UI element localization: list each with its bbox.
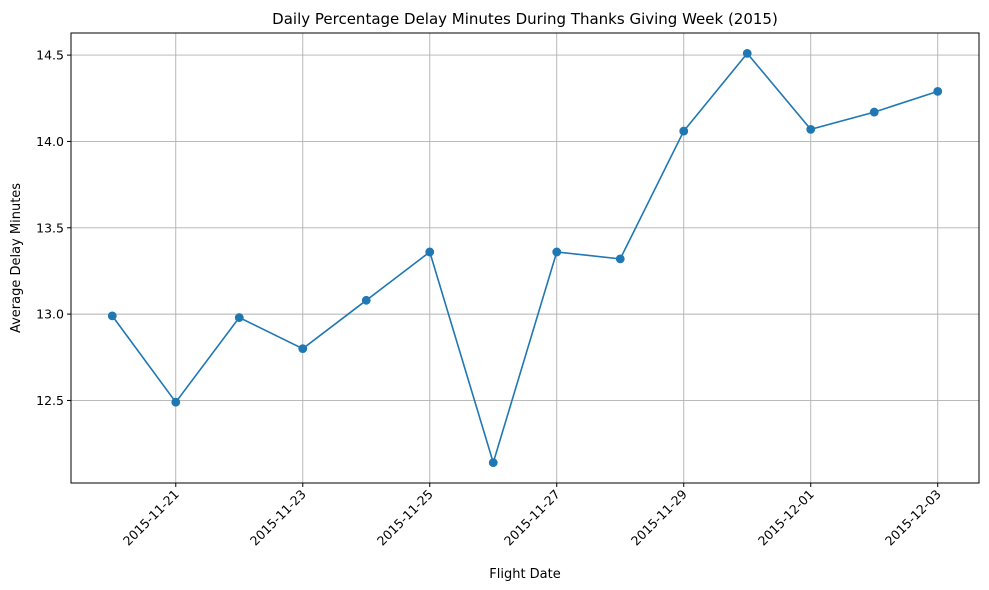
data-point (488, 458, 498, 468)
data-point (933, 86, 943, 96)
y-tick-label: 14.0 (36, 134, 64, 149)
data-point (298, 344, 308, 354)
data-point (171, 397, 181, 407)
y-tick-label: 13.0 (36, 307, 64, 322)
data-point (742, 48, 752, 58)
chart-title: Daily Percentage Delay Minutes During Th… (272, 10, 778, 28)
y-tick-label: 12.5 (36, 393, 64, 408)
x-tick-label: 2015-11-27 (501, 487, 563, 549)
x-tick-label: 2015-11-23 (247, 487, 309, 549)
data-point (552, 247, 562, 257)
y-tick-label: 14.5 (36, 48, 64, 63)
x-tick-label: 2015-12-01 (755, 487, 817, 549)
data-point (425, 247, 435, 257)
x-tick-label: 2015-11-21 (120, 487, 182, 549)
data-point (361, 295, 371, 305)
plot-frame (70, 32, 980, 484)
y-tick-label: 13.5 (36, 220, 64, 235)
data-point (869, 107, 879, 117)
x-tick-label: 2015-11-25 (374, 487, 436, 549)
y-axis-label: Average Delay Minutes (9, 183, 24, 333)
data-point (806, 124, 816, 134)
x-tick-label: 2015-11-29 (628, 486, 690, 548)
data-point (234, 313, 244, 322)
data-point (107, 311, 117, 321)
grid-lines (71, 33, 979, 483)
axis-ticks: 12.5 13.0 13.5 14.0 14.5 2015-11-21 2015-11-23… (36, 48, 944, 549)
x-tick-label: 2015-12-03 (882, 487, 944, 549)
x-axis-label: Flight Date (489, 567, 561, 582)
series-line (111, 52, 938, 466)
data-point (679, 126, 689, 136)
data-point (615, 254, 625, 264)
series-delay (107, 48, 943, 468)
